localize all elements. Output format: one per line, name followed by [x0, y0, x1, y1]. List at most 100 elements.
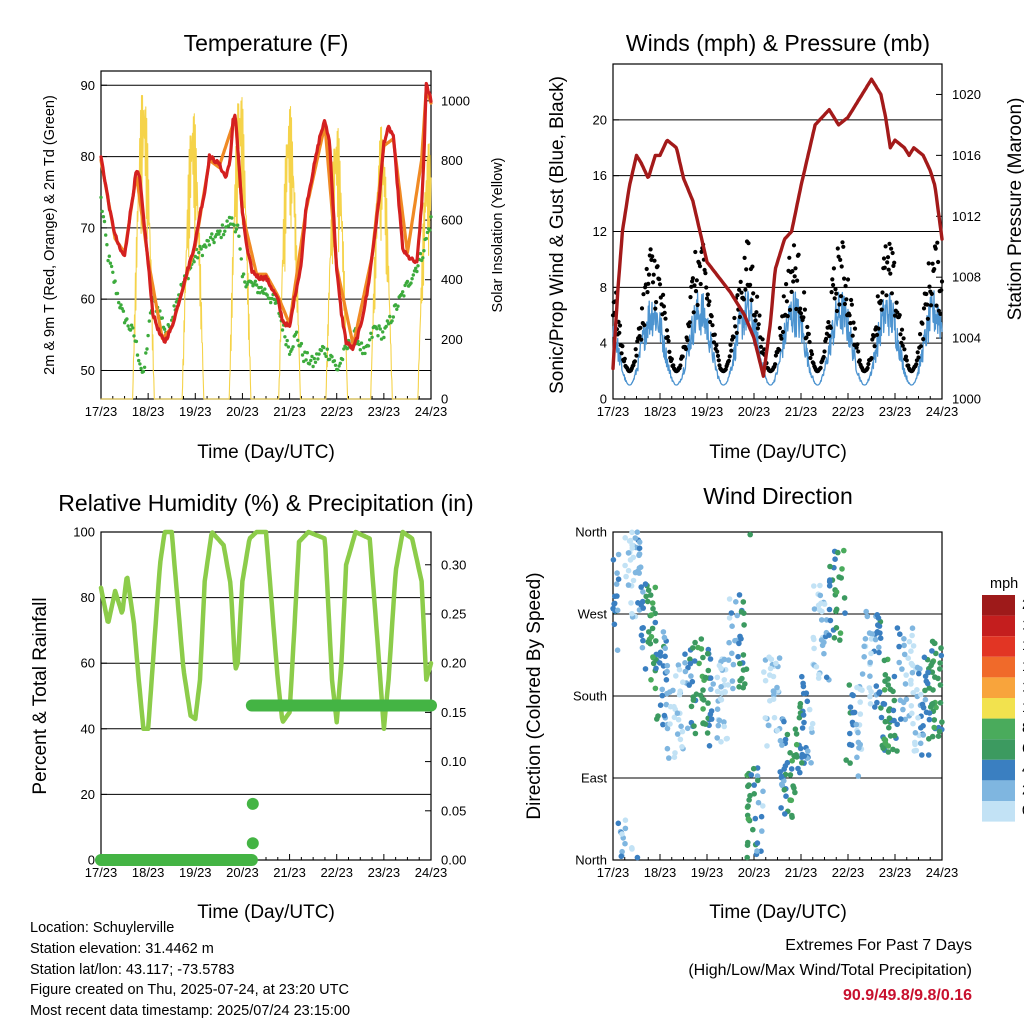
direction-point: [750, 765, 757, 772]
direction-point: [689, 678, 696, 685]
direction-point: [705, 667, 712, 674]
x-tick-label: 19/23: [691, 404, 724, 419]
dewpoint-point: [405, 279, 410, 284]
direction-point: [610, 557, 617, 563]
gust-point: [804, 335, 809, 340]
gust-point: [796, 252, 801, 257]
direction-point: [833, 606, 840, 613]
direction-point: [848, 742, 855, 748]
dewpoint-point: [138, 362, 142, 366]
x-tick-label: 23/23: [879, 865, 912, 880]
dewpoint-point: [106, 258, 110, 263]
dewpoint-point: [307, 362, 312, 366]
x-tick-label: 18/23: [132, 865, 165, 880]
direction-point: [747, 792, 753, 799]
gust-point: [932, 267, 937, 272]
y-right-tick-label: 0: [441, 392, 448, 407]
gust-point: [698, 281, 703, 287]
direction-plot: 17/23 18/23 19/23 20/23 21/23 22/23 23/23 24/23…: [573, 525, 958, 881]
direction-point: [931, 717, 938, 723]
dewpoint-point: [390, 319, 394, 323]
x-tick-label: 17/23: [85, 865, 118, 880]
direction-point: [627, 557, 634, 563]
direction-point: [799, 751, 805, 758]
dewpoint-point: [232, 223, 236, 227]
gust-point: [791, 279, 796, 284]
direction-point: [864, 613, 871, 620]
temperature-ylabel-right: Solar Insolation (Yellow): [490, 157, 506, 312]
direction-point: [897, 697, 904, 704]
gust-point: [739, 290, 744, 295]
dewpoint-point: [312, 356, 316, 361]
y-right-tick-label: 0.30: [441, 557, 466, 572]
gust-point: [805, 324, 810, 330]
direction-point: [891, 732, 898, 739]
dewpoint-point: [206, 239, 210, 243]
gust-point: [784, 282, 789, 287]
dewpoint-point: [139, 366, 143, 371]
direction-point: [873, 683, 880, 689]
direction-point: [827, 577, 833, 583]
gust-point: [642, 323, 647, 328]
direction-point: [698, 636, 705, 642]
gust-point: [806, 331, 811, 337]
direction-point: [692, 639, 698, 646]
dewpoint-point: [370, 335, 374, 339]
direction-point: [629, 545, 636, 551]
dewpoint-point: [198, 244, 202, 249]
dewpoint-point: [325, 347, 329, 351]
direction-point: [640, 589, 646, 595]
gust-point: [793, 266, 798, 271]
direction-point: [782, 811, 788, 817]
dewpoint-point: [195, 256, 200, 260]
gust-point: [678, 363, 683, 368]
direction-point: [750, 826, 756, 833]
direction-point: [861, 643, 867, 650]
direction-point: [924, 680, 931, 687]
direction-point: [816, 607, 823, 613]
direction-point: [643, 593, 649, 600]
x-tick-label: 21/23: [273, 404, 306, 419]
gust-point: [884, 293, 889, 298]
direction-point: [913, 747, 920, 754]
dewpoint-point: [212, 240, 216, 245]
legend-label: 14: [1022, 659, 1024, 675]
direction-point: [615, 820, 622, 827]
direction-point: [800, 690, 807, 697]
y-right-tick-label: 1012: [952, 209, 981, 224]
direction-point: [726, 596, 733, 602]
gust-point: [829, 290, 834, 295]
created-text: Figure created on Thu, 2025-07-24, at 23…: [30, 982, 349, 999]
gust-point: [889, 291, 895, 296]
y-right-tick-label: 1000: [441, 93, 470, 108]
gust-point: [844, 297, 849, 302]
x-tick-label: 21/23: [273, 865, 306, 880]
direction-point: [813, 664, 820, 670]
gust-point: [936, 259, 941, 265]
direction-point: [635, 600, 641, 606]
dewpoint-point: [285, 338, 289, 343]
direction-point: [726, 639, 732, 646]
direction-point: [867, 673, 873, 679]
gust-point: [617, 330, 622, 335]
y-right-tick-label: 1016: [952, 148, 981, 163]
gust-point: [818, 365, 823, 370]
direction-ylabel-left: Direction (Colored By Speed): [524, 572, 545, 819]
direction-point: [826, 632, 832, 638]
direction-point: [901, 642, 907, 649]
direction-point: [619, 831, 625, 837]
direction-point: [789, 812, 795, 819]
direction-point: [799, 760, 805, 766]
dewpoint-point: [358, 348, 362, 352]
direction-point: [929, 700, 936, 707]
direction-point: [788, 766, 795, 772]
direction-point: [843, 757, 849, 763]
direction-point: [657, 649, 664, 656]
dewpoint-point: [291, 345, 295, 349]
dewpoint-point: [415, 269, 419, 274]
gust-point: [847, 313, 852, 318]
direction-point: [682, 668, 689, 675]
direction-point: [931, 724, 937, 731]
direction-point: [926, 685, 933, 691]
x-tick-label: 18/23: [644, 404, 677, 419]
